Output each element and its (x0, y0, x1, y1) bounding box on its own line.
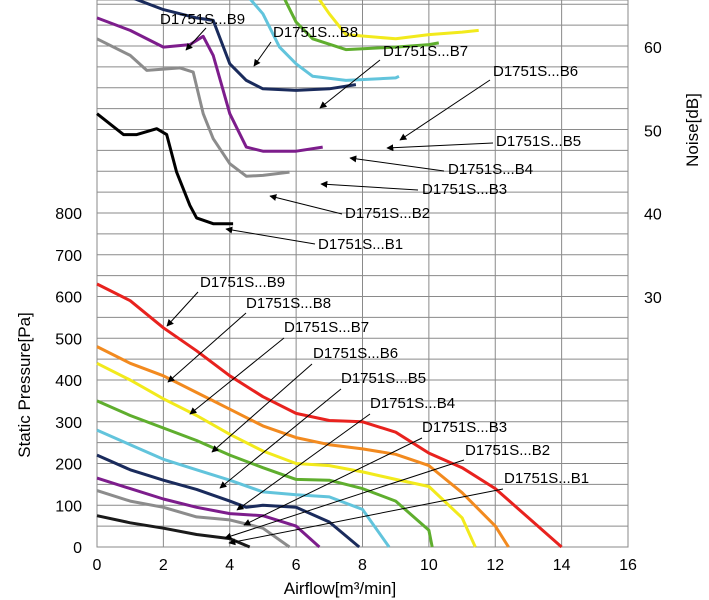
noise-series-line-b4 (133, 0, 357, 92)
pressure-tick-label: 600 (55, 290, 82, 307)
noise-annotation-arrow (320, 180, 419, 191)
noise-annotation-arrow (349, 155, 445, 172)
pressure-tick-label: 800 (55, 206, 82, 223)
noise-annotation-arrow (269, 194, 343, 215)
pressure-annotation-arrow (243, 437, 423, 526)
pressure-series-line-b2 (96, 489, 291, 549)
x-tick-label: 16 (619, 557, 637, 574)
x-tick-label: 4 (225, 557, 234, 574)
noise-annotation-label: D1751S...B8 (273, 24, 358, 41)
x-tick-label: 6 (292, 557, 301, 574)
noise-tick-label: 50 (644, 123, 662, 140)
pressure-tick-label: 300 (55, 415, 82, 432)
grid-lines (96, 0, 629, 548)
noise-annotation-label: D1751S...B5 (496, 133, 581, 150)
noise-annotation-label: D1751S...B6 (493, 63, 578, 80)
x-tick-label: 2 (159, 557, 168, 574)
noise-annotation-label: D1751S...B2 (345, 205, 430, 222)
pressure-tick-label: 0 (73, 540, 82, 557)
noise-series-group (96, 0, 479, 226)
pressure-annotation-label: D1751S...B6 (313, 345, 398, 362)
pressure-tick-label: 700 (55, 248, 82, 265)
noise-annotation-arrow (225, 226, 316, 245)
pressure-annotation-label: D1751S...B3 (422, 419, 507, 436)
pressure-series-line-b5 (96, 428, 391, 548)
tick-labels: 0 2 4 6 8 10 12 14 16 0 100 200 300 400 500 600 700 800 30… (55, 40, 662, 574)
noise-annotation-label: D1751S...B9 (160, 11, 245, 28)
pressure-annotation-arrow (224, 459, 465, 540)
noise-series-line-b3 (96, 16, 323, 153)
noise-annotation-arrow (253, 41, 272, 67)
pressure-annotation-label: D1751S...B9 (200, 274, 285, 291)
pressure-annotation-arrow (166, 291, 199, 327)
pressure-series-line-b6 (96, 399, 434, 548)
pressure-annotation-arrow (189, 337, 285, 415)
noise-annotation-arrow (399, 79, 491, 141)
noise-annotation-arrow (185, 27, 207, 51)
noise-tick-label: 40 (644, 207, 662, 224)
noise-series-line-b7 (317, 0, 479, 41)
pressure-annotation-arrow (167, 312, 247, 383)
x-tick-label: 8 (358, 557, 367, 574)
x-tick-label: 10 (420, 557, 438, 574)
noise-series-line-b2 (96, 37, 290, 178)
noise-series-line-b5 (248, 0, 400, 82)
pressure-annotation-arrow (236, 413, 371, 511)
pressure-tick-label: 200 (55, 457, 82, 474)
noise-series-line-b6 (283, 0, 440, 52)
pressure-annotation-label: D1751S...B2 (465, 442, 550, 459)
x-tick-label: 0 (93, 557, 102, 574)
pressure-series-line-b3 (96, 476, 321, 549)
pressure-series-line-b9 (96, 282, 563, 549)
noise-tick-label: 30 (644, 290, 662, 307)
x-tick-label: 14 (553, 557, 571, 574)
noise-tick-label: 60 (644, 40, 662, 57)
pressure-tick-label: 100 (55, 498, 82, 515)
pressure-annotation-label: D1751S...B1 (504, 470, 589, 487)
pressure-annotation-arrow (211, 363, 313, 453)
pressure-annotation-label: D1751S...B5 (341, 370, 426, 387)
noise-annotation-label: D1751S...B1 (318, 236, 403, 253)
y-axis-label-right: Noise[dB] (683, 93, 702, 167)
x-axis-label: Airflow[m³/min] (284, 579, 396, 598)
annotation-group: D1751S...B9 D1751S...B8 D1751S...B7 D1751S.… (160, 11, 589, 546)
pressure-annotation-arrow (219, 388, 342, 489)
noise-annotation-label: D1751S...B3 (422, 181, 507, 198)
noise-annotation-label: D1751S...B4 (448, 161, 533, 178)
pressure-annotation-label: D1751S...B8 (246, 295, 331, 312)
noise-annotation-arrow (386, 142, 494, 152)
x-tick-label: 12 (486, 557, 504, 574)
noise-series-line-b1 (96, 112, 234, 226)
noise-annotation-arrow (319, 59, 381, 109)
pressure-series-line-b7 (96, 361, 477, 548)
pressure-tick-label: 500 (55, 331, 82, 348)
noise-annotation-label: D1751S...B7 (383, 43, 468, 60)
pressure-tick-label: 400 (55, 373, 82, 390)
pressure-annotation-arrow (228, 488, 504, 546)
pressure-annotation-label: D1751S...B7 (284, 319, 369, 336)
y-axis-label-left: Static Pressure[Pa] (15, 312, 34, 458)
pressure-annotation-label: D1751S...B4 (370, 395, 455, 412)
